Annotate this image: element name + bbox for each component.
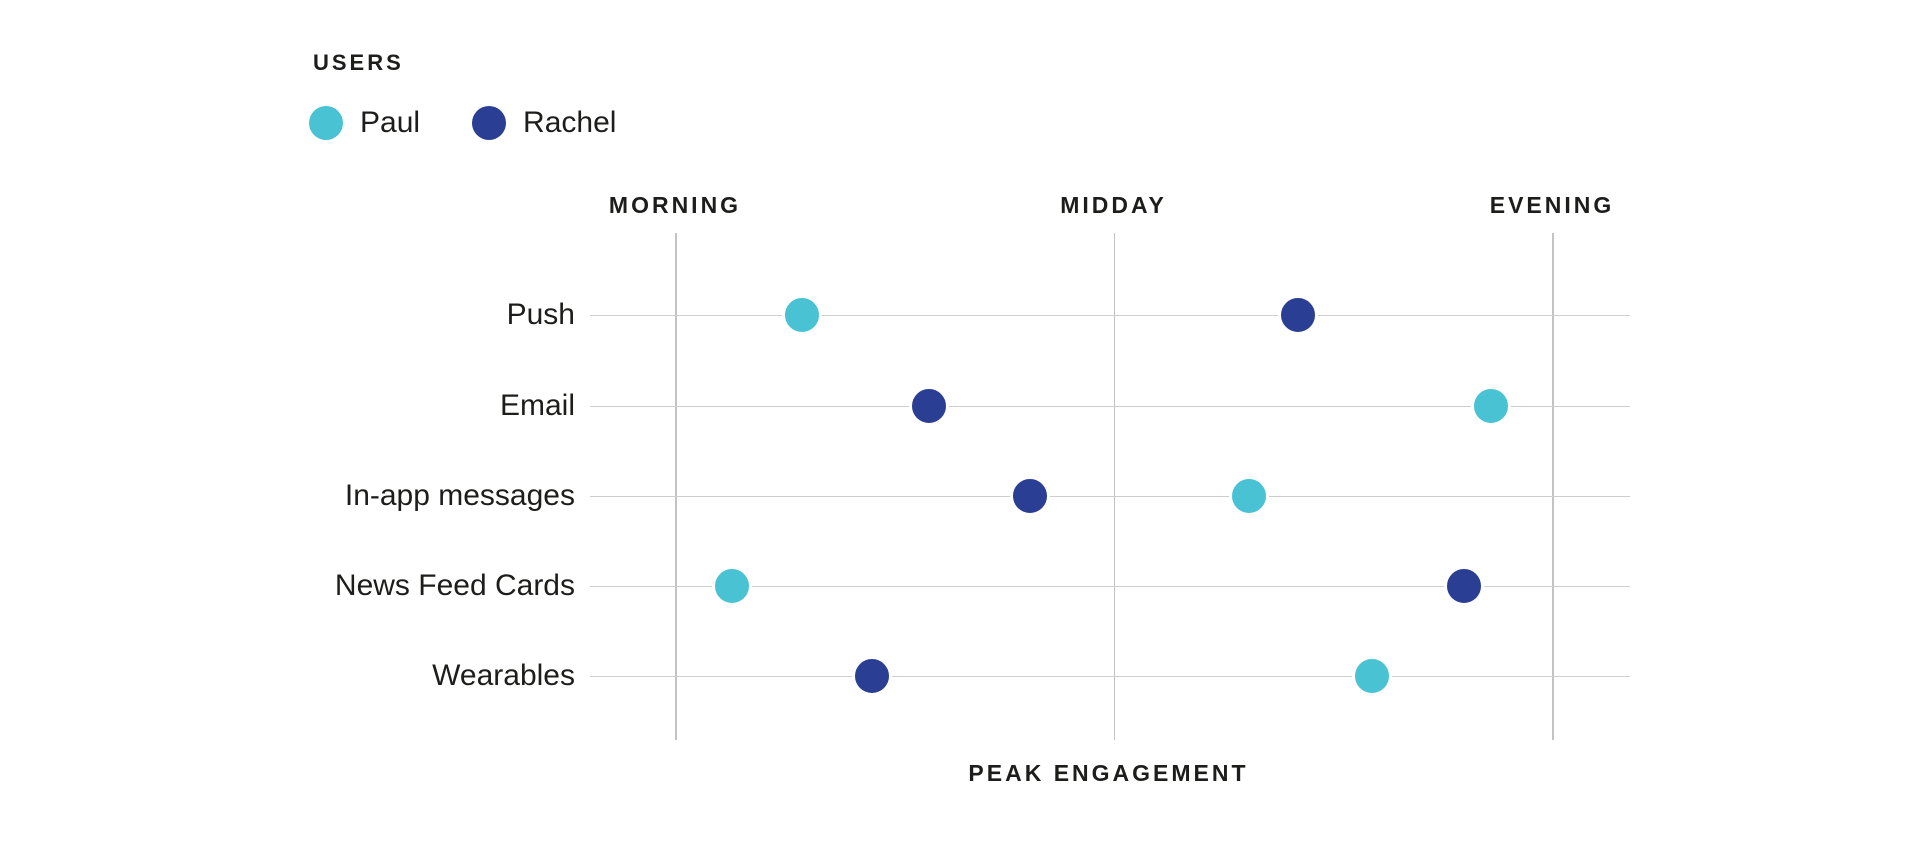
data-point-rachel-email <box>909 386 950 426</box>
row-label-in-app-messages: In-app messages <box>344 479 575 512</box>
data-point-paul-wearables <box>1352 656 1393 696</box>
row-label-email: Email <box>499 389 575 422</box>
row-label-news-feed-cards: News Feed Cards <box>334 569 575 602</box>
data-point-rachel-push <box>1277 295 1318 335</box>
legend-swatch-rachel <box>472 106 507 140</box>
row-label-push: Push <box>506 298 575 331</box>
row-guide-line <box>590 676 1630 677</box>
row-guide-line <box>590 406 1630 407</box>
row-guide-line <box>590 496 1630 497</box>
data-point-paul-news-feed-cards <box>712 566 752 606</box>
data-point-rachel-wearables <box>852 656 893 696</box>
x-axis-header-morning: MORNING <box>608 192 742 218</box>
legend-swatch-paul <box>309 106 343 140</box>
x-axis-title: PEAK ENGAGEMENT <box>968 760 1249 786</box>
legend-item-paul: Paul <box>309 106 420 140</box>
data-point-rachel-in-app-messages <box>1010 476 1051 516</box>
legend-label: Paul <box>360 106 421 139</box>
legend-title: USERS <box>313 50 404 75</box>
row-guide-line <box>590 315 1630 316</box>
data-point-paul-push <box>782 295 823 335</box>
data-point-paul-in-app-messages <box>1229 476 1270 516</box>
x-axis-header-midday: MIDDAY <box>1060 192 1167 218</box>
data-point-paul-email <box>1470 386 1511 426</box>
legend-label: Rachel <box>523 106 617 139</box>
legend-item-rachel: Rachel <box>472 106 616 140</box>
row-guide-line <box>590 586 1630 587</box>
legend: Paul Rachel <box>309 106 616 140</box>
data-point-rachel-news-feed-cards <box>1444 566 1485 606</box>
vertical-gridline-midday <box>1113 233 1115 740</box>
vertical-gridline-morning <box>675 233 677 740</box>
x-axis-header-evening: EVENING <box>1489 192 1615 218</box>
row-label-wearables: Wearables <box>432 659 575 692</box>
vertical-gridline-evening <box>1552 233 1554 740</box>
